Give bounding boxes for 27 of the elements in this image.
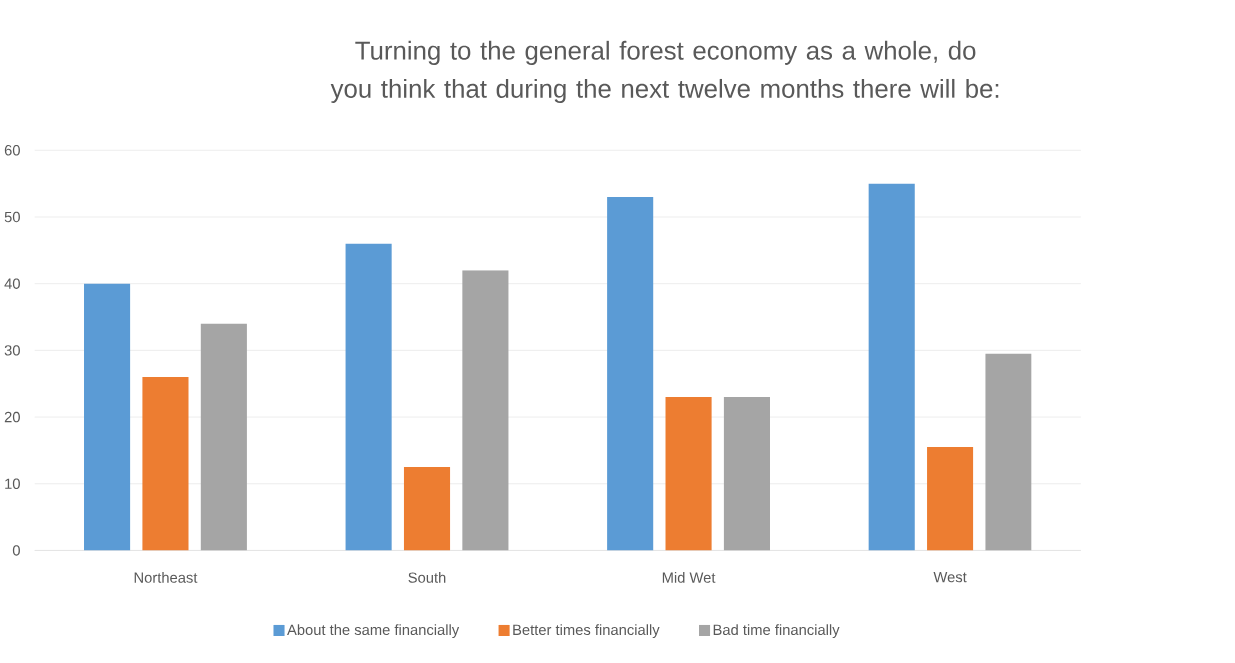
x-tick-label: Northeast [134,572,198,583]
legend-label: Better times financially [513,624,660,638]
legend-label: About the same financially [287,624,460,638]
bar [142,377,189,551]
y-tick-label: 40 [4,278,20,289]
bar [985,353,1032,551]
y-tick-label: 50 [4,211,20,223]
bar [345,243,392,551]
bar [607,197,654,551]
x-tick-label: Mid Wet [662,572,716,583]
bar [665,397,712,551]
bar [462,270,509,551]
y-tick-label: 60 [4,145,20,156]
bar [868,183,915,551]
bar [723,397,770,551]
bar [927,447,974,551]
bar [84,283,131,551]
y-tick-label: 20 [4,411,20,423]
bar [200,323,247,551]
x-tick-label: West [933,572,967,583]
legend-label: Bad time financially [713,624,840,638]
y-tick-label: 0 [12,545,20,556]
y-tick-label: 10 [5,478,20,489]
x-tick-label: South [408,572,446,583]
chart-title: Turning to the general forest economy as a whole, do you think that during the next twelve months there will be: [330,40,999,104]
bar [403,467,451,551]
y-tick-label: 30 [4,345,20,356]
